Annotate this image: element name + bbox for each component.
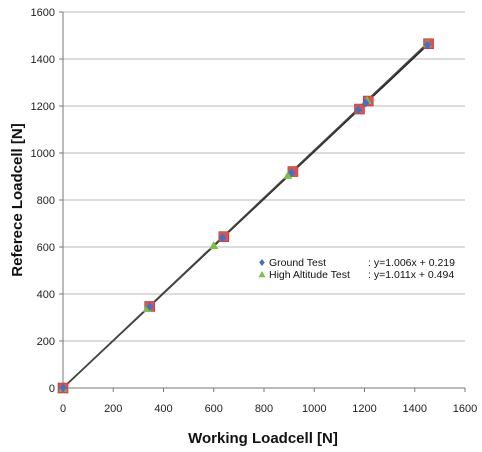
data-point-triangle (209, 240, 219, 249)
y-tick-label: 1600 (31, 7, 55, 19)
y-tick-label: 1000 (31, 148, 55, 160)
legend-equation: : y=1.011x + 0.494 (368, 269, 454, 281)
x-tick-label: 1600 (453, 403, 477, 415)
x-tick-label: 400 (154, 403, 172, 415)
x-tick-labels: 0 200 400 600 800 1000 1200 1400 1600 (60, 403, 477, 415)
legend: Ground Test : y=1.006x + 0.219 High Altitu… (258, 257, 455, 281)
y-tick-label: 1200 (31, 101, 55, 113)
y-axis-title: Referece Loadcell [N] (9, 123, 26, 276)
legend-marker-triangle (258, 271, 266, 278)
y-tick-label: 600 (37, 242, 55, 254)
x-tick-label: 800 (255, 403, 273, 415)
data-point-triangle (283, 170, 293, 179)
y-tick-labels: 0 200 400 600 800 1000 1200 1400 1600 (31, 7, 55, 395)
x-tick-label: 200 (104, 403, 122, 415)
data-point-diamond (354, 105, 362, 115)
gridlines (63, 11, 465, 342)
data-point-diamond (218, 233, 227, 243)
y-tick-label: 0 (49, 383, 55, 395)
x-tick-label: 0 (60, 403, 66, 415)
x-tick-label: 600 (205, 403, 223, 415)
data-point-diamond (423, 40, 431, 50)
data-point-diamond (146, 301, 154, 311)
legend-equation: : y=1.006x + 0.219 (368, 257, 455, 269)
data-point-diamond (59, 383, 67, 393)
x-tick-label: 1400 (403, 403, 427, 415)
y-tick-label: 200 (37, 336, 55, 348)
y-tick-label: 800 (37, 195, 55, 207)
trendline (62, 42, 428, 389)
x-tick-label: 1000 (302, 403, 326, 415)
legend-marker-diamond (259, 259, 265, 266)
legend-label: High Altitude Test (269, 269, 350, 281)
y-tick-label: 400 (37, 289, 55, 301)
x-axis-title: Working Loadcell [N] (188, 430, 338, 447)
data-point-diamond (288, 168, 296, 178)
x-tick-label: 1200 (352, 403, 376, 415)
y-tick-label: 1400 (31, 54, 55, 66)
data-points (57, 38, 434, 394)
trendlines (62, 42, 430, 389)
legend-label: Ground Test (269, 257, 326, 269)
axes (59, 11, 466, 392)
data-point-diamond (362, 98, 370, 108)
